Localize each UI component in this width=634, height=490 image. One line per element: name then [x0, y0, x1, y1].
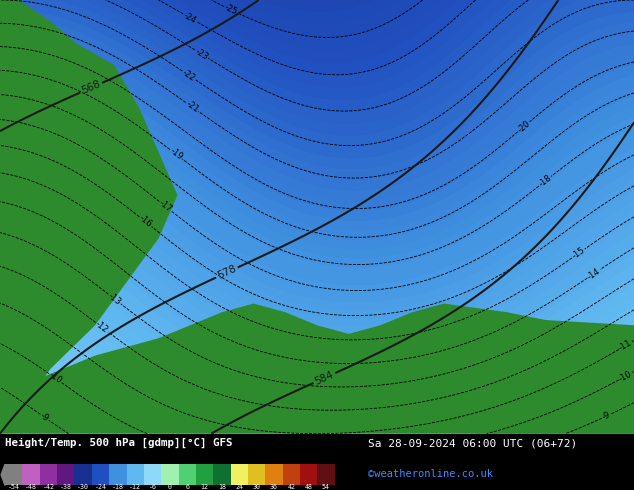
Text: -23: -23 — [193, 47, 210, 61]
Bar — [231, 464, 248, 486]
Polygon shape — [412, 312, 634, 434]
Text: -12: -12 — [94, 319, 110, 335]
Bar — [22, 464, 40, 486]
Text: -24: -24 — [182, 11, 198, 25]
Bar — [196, 464, 213, 486]
Text: -6: -6 — [148, 484, 157, 490]
Text: -21: -21 — [184, 99, 200, 115]
Text: -14: -14 — [586, 266, 602, 281]
Text: -22: -22 — [181, 68, 197, 83]
Text: -38: -38 — [60, 484, 72, 490]
Bar — [300, 464, 318, 486]
Bar — [57, 464, 74, 486]
Text: -11: -11 — [618, 339, 633, 353]
Text: ©weatheronline.co.uk: ©weatheronline.co.uk — [368, 468, 493, 479]
Text: -10: -10 — [618, 369, 634, 383]
Text: -48: -48 — [25, 484, 37, 490]
Bar — [318, 464, 335, 486]
Bar — [179, 464, 196, 486]
Text: -42: -42 — [42, 484, 55, 490]
Text: 42: 42 — [287, 484, 295, 490]
Text: Sa 28-09-2024 06:00 UTC (06+72): Sa 28-09-2024 06:00 UTC (06+72) — [368, 438, 577, 448]
Text: -20: -20 — [515, 119, 532, 134]
Polygon shape — [0, 303, 634, 434]
Text: 18: 18 — [218, 484, 226, 490]
Bar — [40, 464, 57, 486]
Text: 0: 0 — [168, 484, 172, 490]
Bar — [127, 464, 144, 486]
Text: 568: 568 — [80, 79, 102, 96]
Bar — [92, 464, 109, 486]
Text: -24: -24 — [94, 484, 107, 490]
Text: -9: -9 — [39, 411, 51, 423]
Text: -10: -10 — [48, 370, 63, 386]
Text: -54: -54 — [8, 484, 20, 490]
Polygon shape — [0, 0, 178, 434]
Text: -12: -12 — [129, 484, 141, 490]
Text: -18: -18 — [112, 484, 124, 490]
Bar — [74, 464, 92, 486]
Text: -25: -25 — [223, 3, 239, 17]
Bar — [283, 464, 300, 486]
Text: -17: -17 — [157, 198, 174, 214]
Bar — [213, 464, 231, 486]
Polygon shape — [1, 464, 5, 486]
Text: -9: -9 — [601, 410, 612, 422]
Text: 48: 48 — [305, 484, 313, 490]
Text: -19: -19 — [168, 147, 184, 162]
Text: 6: 6 — [185, 484, 190, 490]
Text: 54: 54 — [322, 484, 330, 490]
Bar — [266, 464, 283, 486]
Text: 24: 24 — [235, 484, 243, 490]
Bar — [5, 464, 22, 486]
Text: 30: 30 — [253, 484, 261, 490]
Bar — [109, 464, 127, 486]
Text: -15: -15 — [570, 246, 586, 261]
Text: -18: -18 — [537, 173, 553, 189]
Text: 578: 578 — [216, 264, 238, 281]
Bar — [161, 464, 179, 486]
Text: -30: -30 — [77, 484, 89, 490]
Text: 12: 12 — [200, 484, 209, 490]
Text: -13: -13 — [107, 291, 123, 307]
Text: -16: -16 — [138, 214, 153, 229]
Text: 36: 36 — [270, 484, 278, 490]
Text: 584: 584 — [313, 369, 335, 387]
Bar — [248, 464, 266, 486]
Text: Height/Temp. 500 hPa [gdmp][°C] GFS: Height/Temp. 500 hPa [gdmp][°C] GFS — [5, 438, 233, 448]
Bar — [144, 464, 161, 486]
